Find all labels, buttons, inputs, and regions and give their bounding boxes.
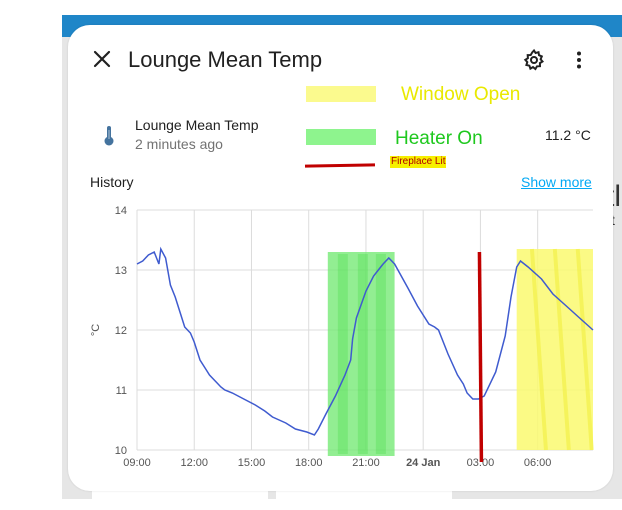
entity-state: 11.2 °C	[545, 127, 591, 143]
window-open-band-streak	[529, 248, 548, 451]
window-open-band-streak	[552, 248, 571, 451]
legend-swatch-window-open	[306, 86, 376, 102]
y-tick-label: 12	[115, 325, 127, 337]
heater-on-band-streak	[337, 254, 348, 454]
history-heading: History	[90, 174, 134, 190]
close-button[interactable]	[90, 47, 114, 71]
dialog-title: Lounge Mean Temp	[128, 47, 323, 72]
legend-label-window-open: Window Open	[401, 84, 521, 105]
temperature-line	[136, 246, 594, 436]
x-tick-label: 15:00	[238, 457, 266, 469]
entity-name: Lounge Mean Temp	[135, 117, 259, 133]
legend-label-heater-on: Heater On	[395, 128, 483, 149]
heater-on-band-streak	[375, 254, 386, 454]
x-tick-label: 18:00	[295, 457, 323, 469]
y-axis-label: °C	[90, 324, 102, 336]
y-tick-label: 13	[115, 265, 127, 277]
fireplace-lit-marker	[477, 251, 484, 463]
x-tick-label: 24 Jan	[406, 457, 441, 469]
legend-swatch-fireplace-lit	[304, 163, 376, 168]
x-tick-label: 03:00	[467, 457, 495, 469]
heater-on-band-streak	[357, 254, 368, 454]
entity-last-changed: 2 minutes ago	[135, 136, 223, 152]
x-tick-label: 21:00	[352, 457, 380, 469]
legend-label-fireplace-lit: Fireplace Lit	[390, 156, 447, 168]
x-tick-label: 12:00	[180, 457, 208, 469]
show-more-link[interactable]: Show more	[521, 174, 592, 190]
gear-icon	[523, 48, 545, 71]
x-tick-label: 09:00	[123, 457, 151, 469]
more-vertical-icon	[577, 51, 581, 69]
close-icon	[93, 50, 111, 68]
thermometer-icon	[101, 124, 117, 148]
more-options-button[interactable]	[567, 48, 591, 72]
y-tick-label: 14	[115, 205, 127, 217]
y-tick-label: 10	[115, 445, 127, 457]
y-tick-label: 11	[116, 385, 127, 397]
heater-on-band	[327, 252, 395, 456]
legend-swatch-heater-on	[306, 129, 376, 145]
window-open-band-streak	[575, 248, 594, 451]
settings-button[interactable]	[522, 48, 546, 72]
x-tick-label: 06:00	[524, 457, 552, 469]
more-info-dialog: Lounge Mean Temp Window Open Heater On F…	[68, 25, 613, 491]
page-background-left	[0, 0, 62, 499]
